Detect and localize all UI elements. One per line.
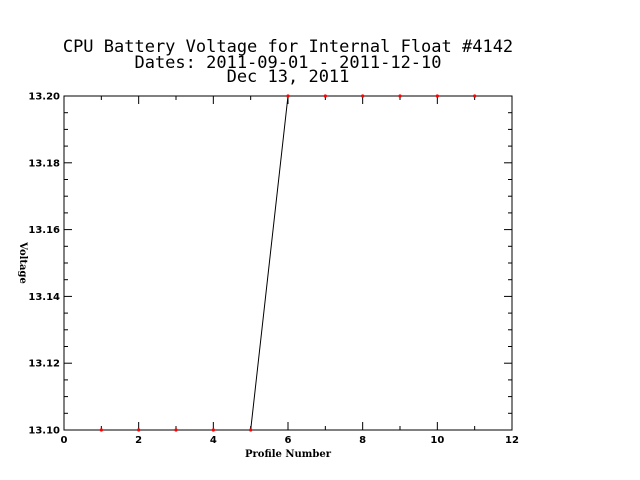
x-tick-label: 10 — [430, 435, 444, 446]
data-point-marker — [211, 428, 215, 432]
x-tick-label: 0 — [61, 435, 68, 446]
x-tick-label: 2 — [135, 435, 142, 446]
data-point-marker — [435, 94, 439, 98]
chart-title-line-1: CPU Battery Voltage for Internal Float #… — [63, 37, 513, 57]
y-tick-label: 13.14 — [28, 292, 60, 303]
chart-title-line-2: Dates: 2011-09-01 - 2011-12-10 — [134, 53, 441, 73]
y-tick-label: 13.16 — [28, 225, 60, 236]
data-point-marker — [398, 94, 402, 98]
data-point-marker — [137, 428, 141, 432]
data-point-marker — [473, 94, 477, 98]
series-line — [101, 95, 475, 431]
y-tick-label: 13.10 — [28, 426, 60, 437]
axis-ticks — [63, 95, 513, 431]
axis-tick-labels: 0 2 4 6 8 10 12 13.10 13.12 13.14 13.16 13.18 13.20 — [28, 92, 519, 447]
data-point-marker — [323, 94, 327, 98]
data-point-marker — [99, 428, 103, 432]
x-tick-label: 6 — [285, 435, 292, 446]
data-point-marker — [249, 428, 253, 432]
x-tick-label: 12 — [505, 435, 519, 446]
data-point-marker — [361, 94, 365, 98]
y-tick-label: 13.20 — [28, 92, 60, 103]
x-tick-label: 4 — [210, 435, 217, 446]
y-tick-label: 13.18 — [28, 158, 60, 169]
y-axis-label: Voltage — [17, 241, 28, 284]
plot-frame — [63, 95, 513, 431]
data-point-marker — [174, 428, 178, 432]
y-tick-label: 13.12 — [28, 359, 60, 370]
chart-title-line-3: Dec 13, 2011 — [227, 67, 350, 87]
data-point-marker — [286, 94, 290, 98]
series-layer — [99, 94, 477, 432]
x-axis-label: Profile Number — [245, 449, 332, 460]
x-tick-label: 8 — [359, 435, 366, 446]
